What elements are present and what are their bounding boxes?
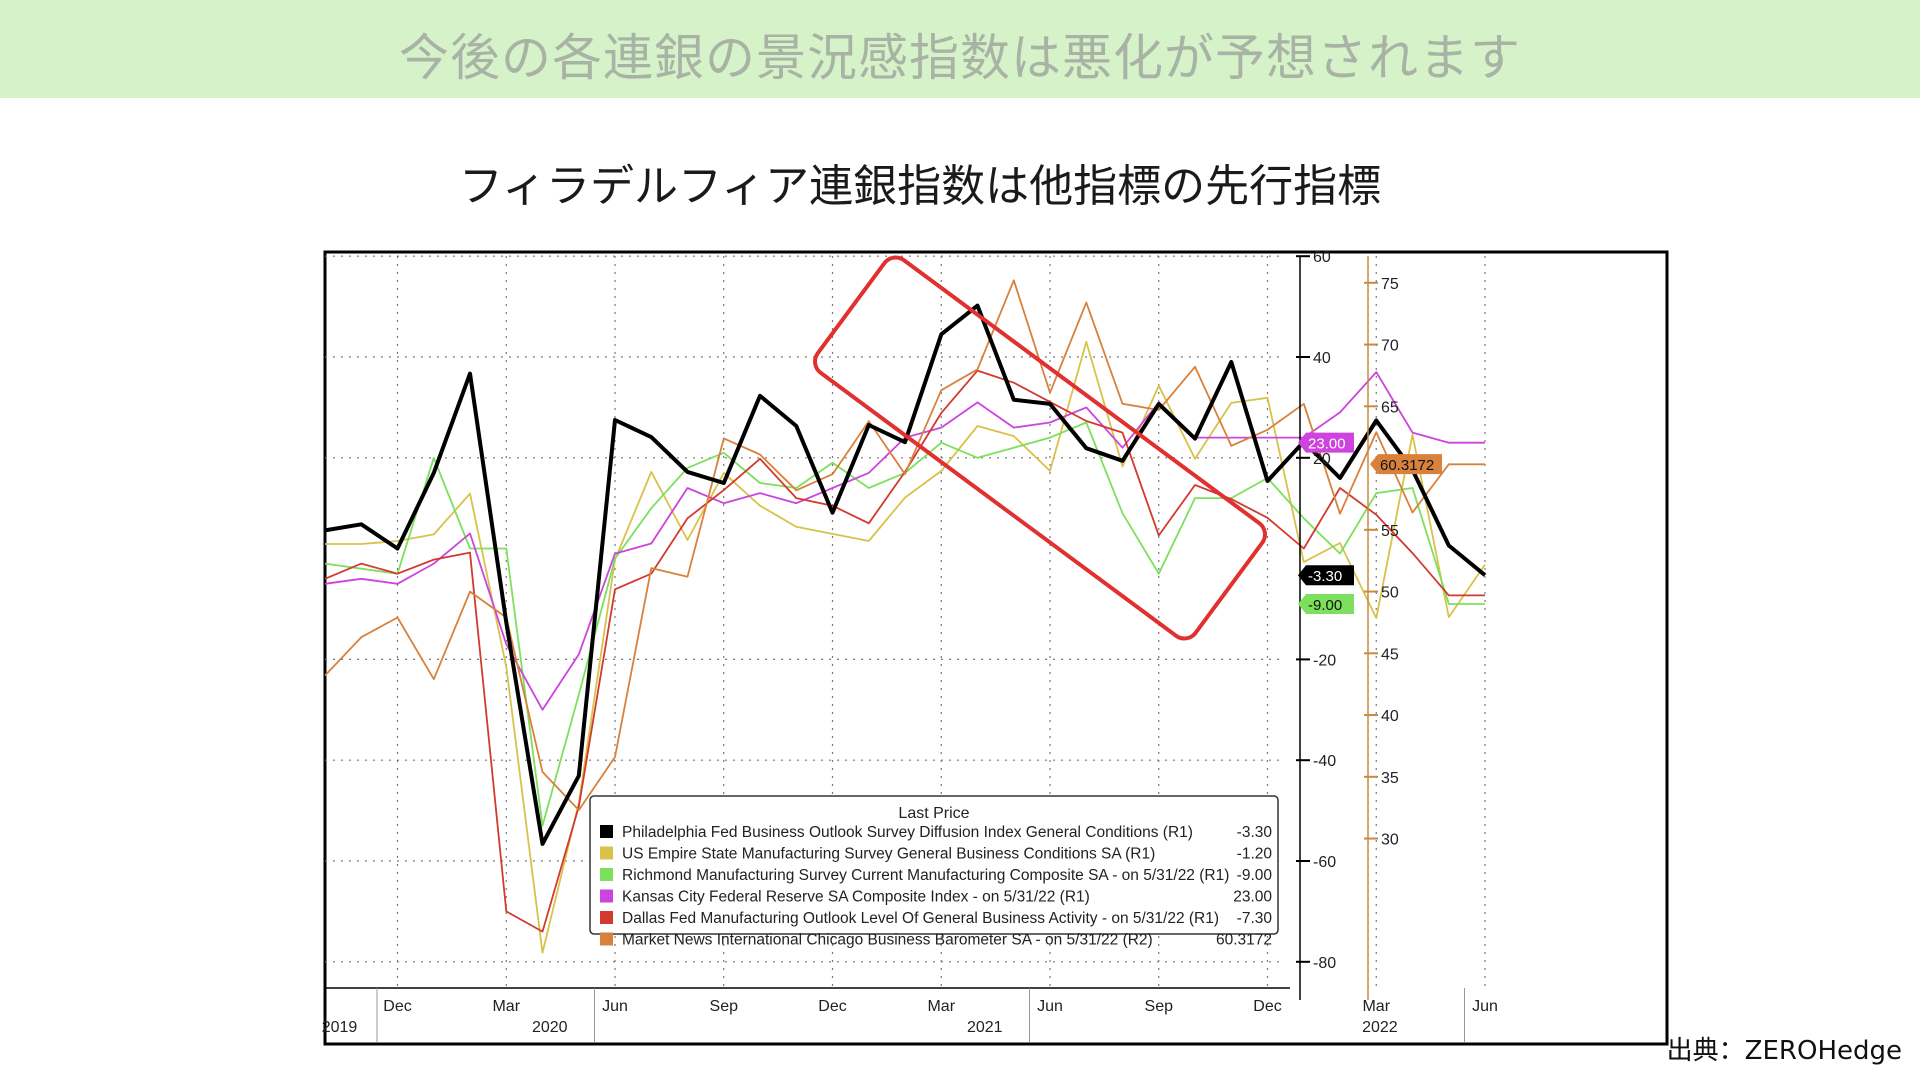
legend-last-value: -3.30	[1237, 824, 1273, 841]
legend-series-name: Dallas Fed Manufacturing Outlook Level O…	[622, 910, 1219, 927]
legend-swatch	[600, 889, 613, 903]
last-price-tag: 60.3172	[1370, 454, 1442, 475]
legend: Last Price Philadelphia Fed Business Outl…	[589, 795, 1279, 949]
y-left-tick-label: 20	[1313, 451, 1331, 468]
legend-box	[589, 795, 1279, 935]
series-line-1	[325, 341, 1486, 954]
last-price-tag: -9.00	[1298, 593, 1354, 614]
x-month-label: Dec	[818, 998, 846, 1015]
legend-swatch	[600, 846, 613, 860]
x-month-label: Dec	[1253, 998, 1281, 1015]
y-left-tick-label: 60	[1313, 249, 1331, 266]
last-price-tag-label: 60.3172	[1380, 457, 1434, 474]
y-right-tick-label: 30	[1381, 832, 1399, 849]
last-price-tags: 23.00 60.3172 -3.30 -9.00	[1298, 432, 1442, 614]
y-right-tick-label: 40	[1381, 708, 1399, 725]
last-price-tag-box	[1298, 565, 1354, 586]
legend-last-value: -7.30	[1237, 910, 1273, 927]
highlight-box	[813, 255, 1267, 641]
y-left-tick-label: -40	[1313, 753, 1336, 770]
x-month-label: Jun	[1037, 998, 1063, 1015]
y-right-tick-label: 50	[1381, 585, 1399, 602]
y-right-tick-label: 70	[1381, 338, 1399, 355]
y-right-tick-label: 55	[1381, 523, 1399, 540]
series-line-5	[324, 279, 1485, 811]
y-right-tick-label: 75	[1381, 276, 1399, 293]
x-month-label: Jun	[1472, 998, 1498, 1015]
x-month-label: Mar	[492, 998, 520, 1015]
legend-swatch	[600, 911, 613, 924]
legend-series-name: Kansas City Federal Reserve SA Composite…	[622, 889, 1090, 906]
last-price-tag-label: -3.30	[1308, 568, 1342, 585]
last-price-tag: 23.00	[1298, 432, 1354, 453]
x-month-label: Jun	[602, 998, 628, 1015]
highlight-rectangle	[813, 255, 1267, 641]
x-month-label: Mar	[927, 998, 955, 1015]
legend-series-name: Philadelphia Fed Business Outlook Survey…	[622, 824, 1193, 841]
y-right-tick-label: 35	[1381, 770, 1399, 787]
y-left-tick-label: 40	[1313, 350, 1331, 367]
y-right-tick-label: 45	[1381, 646, 1399, 663]
last-price-tag-box	[1370, 454, 1442, 475]
legend-swatch	[600, 868, 613, 881]
last-price-tag-box	[1298, 432, 1354, 453]
title-banner: 今後の各連銀の景況感指数は悪化が予想されます	[0, 0, 1920, 98]
x-year-label: 2019	[322, 1019, 358, 1036]
x-month-label: Sep	[710, 998, 739, 1015]
banner-title: 今後の各連銀の景況感指数は悪化が予想されます	[399, 29, 1521, 87]
last-price-tag-label: 23.00	[1308, 436, 1346, 453]
y-left-tick-label: -80	[1313, 955, 1336, 972]
last-price-tag: -3.30	[1298, 565, 1354, 586]
x-month-label: Sep	[1145, 998, 1174, 1015]
legend-title: Last Price	[898, 805, 969, 822]
legend-last-value: -9.00	[1237, 867, 1273, 884]
y-left-tick-label: -20	[1313, 652, 1336, 669]
legend-series-name: US Empire State Manufacturing Survey Gen…	[622, 846, 1155, 863]
legend-last-value: 60.3172	[1216, 932, 1272, 949]
legend-last-value: 23.00	[1233, 889, 1272, 906]
y-left-tick-label: -60	[1313, 854, 1336, 871]
slide-title: フィラデルフィア連銀指数は他指標の先行指標	[458, 161, 1382, 212]
last-price-tag-box	[1298, 593, 1354, 614]
series-line-0	[324, 303, 1487, 846]
x-year-label: 2022	[1362, 1019, 1398, 1036]
legend-last-value: -1.20	[1237, 846, 1273, 863]
last-price-tag-label: -9.00	[1308, 597, 1342, 614]
y-right-tick-label: 65	[1381, 399, 1399, 416]
x-month-label: Mar	[1362, 998, 1390, 1015]
legend-swatch	[600, 825, 613, 838]
series-line-4	[324, 369, 1485, 933]
legend-series-name: Richmond Manufacturing Survey Current Ma…	[622, 867, 1229, 884]
x-year-label: 2021	[967, 1019, 1003, 1036]
source-credit: 出典：ZEROHedge	[1666, 1036, 1902, 1066]
x-year-label: 2020	[532, 1019, 568, 1036]
x-month-label: Dec	[383, 998, 411, 1015]
legend-series-name: Market News International Chicago Busine…	[622, 932, 1153, 949]
legend-swatch	[600, 932, 613, 946]
